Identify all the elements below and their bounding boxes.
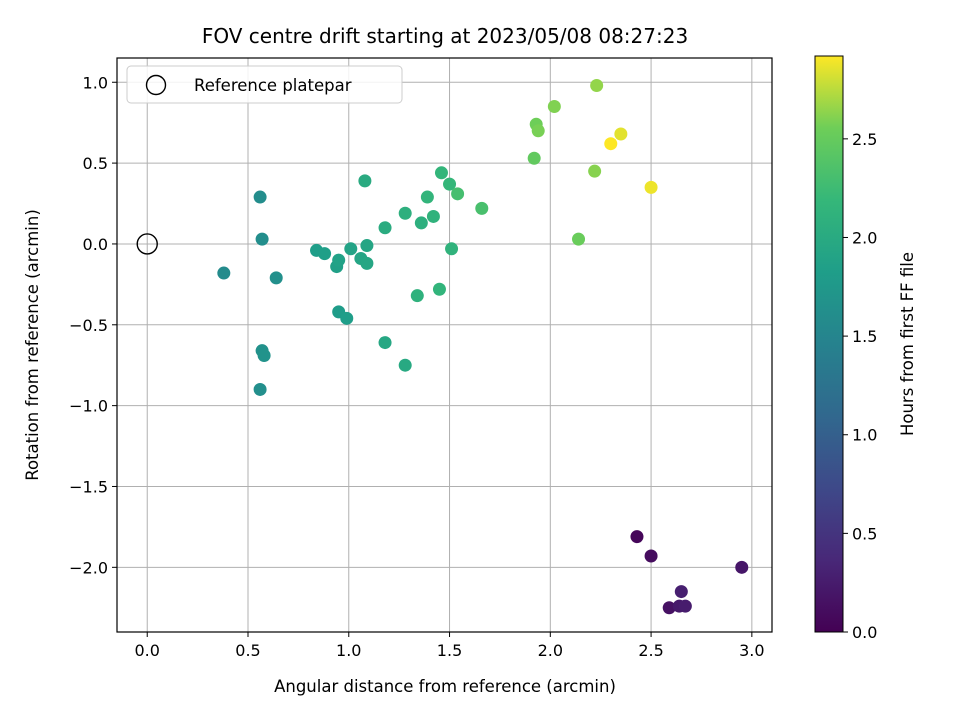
legend-box [126,65,403,104]
y-tick-label: 1.0 [83,73,108,92]
x-axis-label: Angular distance from reference (arcmin) [274,677,616,696]
data-point [378,221,392,235]
x-tick-label: 1.5 [437,641,462,660]
data-point [360,239,374,253]
data-point [531,124,545,138]
reference-point-marker [136,233,158,255]
y-tick-label: −1.5 [69,477,108,496]
y-tick-label: 0.0 [83,235,108,254]
data-point [269,271,283,285]
data-point [588,164,602,178]
data-point [662,601,676,615]
legend-entry-reference-platepar: Reference platepar [194,76,352,95]
x-tick-label: 2.5 [638,641,663,660]
data-point [378,336,392,350]
y-axis-label: Rotation from reference (arcmin) [23,209,42,481]
data-point [445,242,459,256]
data-point [360,256,374,270]
data-point [590,78,604,92]
colorbar-tick-label: 1.0 [852,426,877,445]
data-point [678,599,692,613]
colorbar-gradient [814,55,844,633]
data-point [420,190,434,204]
y-tick-label: −0.5 [69,316,108,335]
data-point [432,282,446,296]
legend-marker-open-circle [145,74,167,96]
data-point [414,216,428,230]
data-point [451,187,465,201]
data-point [614,127,628,141]
data-point [674,585,688,599]
x-axis-ticks: 0.0 0.5 1.0 1.5 2.0 2.5 3.0 [135,632,765,660]
data-point [410,289,424,303]
x-tick-label: 0.5 [235,641,260,660]
data-point [217,266,231,280]
data-point [644,549,658,563]
data-point [644,180,658,194]
data-point [527,151,541,165]
plot-frame [116,57,773,633]
data-point [434,166,448,180]
data-point [475,201,489,215]
x-tick-label: 2.0 [538,641,563,660]
data-point [253,190,267,204]
grid-lines [117,58,772,632]
colorbar-tick-label: 0.0 [852,623,877,642]
colorbar-tick-label: 1.5 [852,327,877,346]
data-point [735,560,749,574]
data-point [426,209,440,223]
colorbar-ticks: 0.0 0.5 1.0 1.5 2.0 2.5 [843,130,877,642]
data-point [604,137,618,151]
data-point [344,242,358,256]
colorbar-tick-label: 2.5 [852,130,877,149]
data-point [318,247,332,261]
data-point [332,253,346,267]
data-point [630,530,644,544]
x-tick-label: 3.0 [739,641,764,660]
data-point [398,206,412,220]
x-tick-label: 1.0 [336,641,361,660]
data-point [255,232,269,246]
data-point [358,174,372,188]
colorbar-tick-label: 2.0 [852,228,877,247]
colorbar-tick-label: 0.5 [852,524,877,543]
data-point [253,382,267,396]
y-axis-ticks: 1.0 0.5 0.0 −0.5 −1.0 −1.5 −2.0 [69,73,117,577]
data-point [398,358,412,372]
y-tick-label: −1.0 [69,397,108,416]
legend: Reference platepar [126,65,403,104]
data-point [340,311,354,325]
x-tick-label: 0.0 [135,641,160,660]
data-point [572,232,586,246]
colorbar-label: Hours from first FF file [898,252,917,436]
y-tick-label: −2.0 [69,558,108,577]
colorbar: 0.0 0.5 1.0 1.5 2.0 2.5 Hours from first FF f… [814,55,917,642]
chart-title: FOV centre drift starting at 2023/05/08 … [202,24,688,48]
y-tick-label: 0.5 [83,154,108,173]
data-point [257,349,271,363]
data-points [136,78,749,615]
data-point [547,100,561,114]
data-point [443,177,457,191]
